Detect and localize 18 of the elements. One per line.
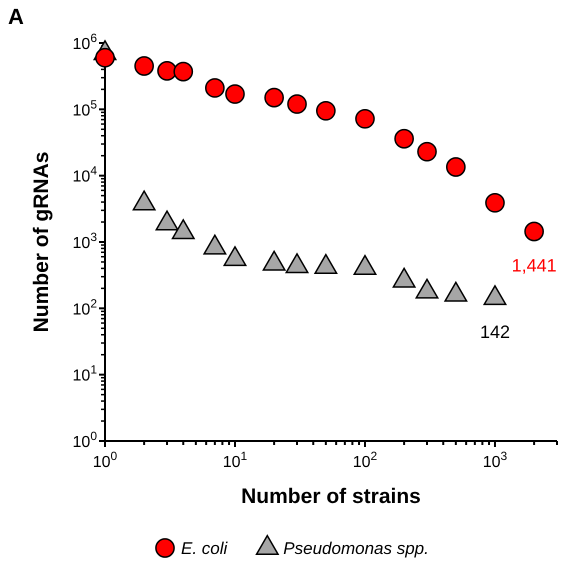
y-tick-label: 10$^{4}$ xyxy=(72,164,98,186)
y-tick-label: 10$^{6}$ xyxy=(72,31,98,53)
x-tick-label: 10$^{3}$ xyxy=(482,449,508,471)
x-tick-label: 10$^{2}$ xyxy=(352,449,378,471)
annotation: 142 xyxy=(480,322,510,342)
y-tick-label: 10$^{2}$ xyxy=(72,296,98,318)
y-tick-label: 10$^{5}$ xyxy=(72,97,98,120)
x-tick-label: 10$^{1}$ xyxy=(222,449,248,471)
y-tick-label: 10$^{0}$ xyxy=(72,429,98,451)
x-tick-label: 10$^{0}$ xyxy=(92,449,118,471)
legend-label: E. coli xyxy=(181,539,229,558)
y-axis-title: Number of gRNAs xyxy=(30,152,53,332)
y-tick-label: 10$^{1}$ xyxy=(72,362,98,385)
legend-label: Pseudomonas spp. xyxy=(283,539,429,558)
annotation: 1,441 xyxy=(512,255,557,276)
y-tick-label: 10$^{3}$ xyxy=(72,230,98,252)
text: A xyxy=(8,4,24,29)
x-axis-title: Number of strains xyxy=(241,485,421,508)
